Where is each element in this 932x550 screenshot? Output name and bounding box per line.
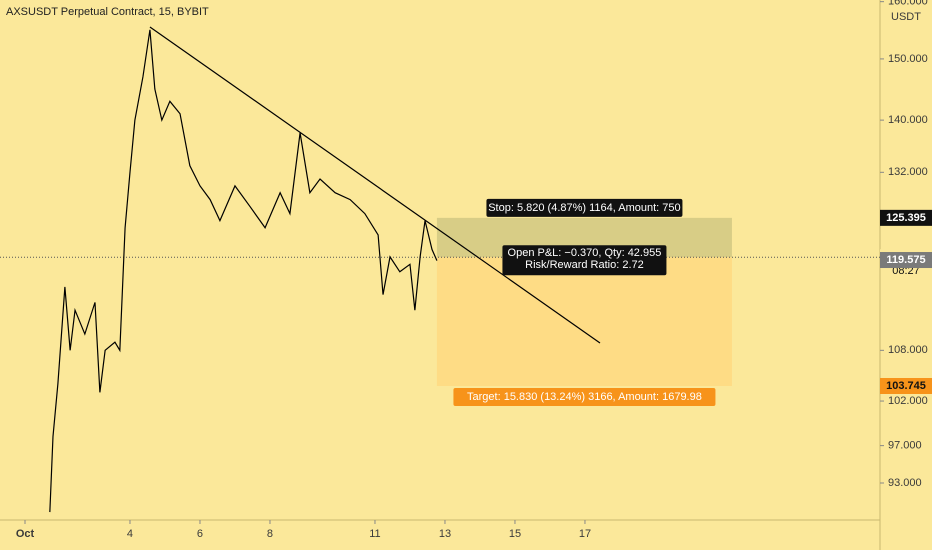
target-badge: 103.745: [886, 380, 926, 392]
stop-badge: 125.395: [886, 212, 926, 224]
target-zone: [436, 257, 732, 386]
y-tick-label: 102.000: [888, 395, 928, 407]
countdown: 08:27: [892, 265, 920, 277]
target-badge-box: [880, 377, 932, 394]
y-tick-label: 150.000: [888, 53, 928, 65]
chart-title: AXSUSDT Perpetual Contract, 15, BYBIT: [6, 6, 209, 18]
trendline: [149, 26, 601, 344]
last-price-badge-box: [880, 252, 932, 269]
x-tick-label: Oct: [16, 528, 35, 540]
x-tick-label: 15: [509, 528, 521, 540]
x-tick-label: 11: [369, 528, 380, 540]
stop-label-box: [486, 198, 683, 217]
y-tick-label: 108.000: [888, 344, 928, 356]
x-tick-label: 8: [267, 528, 273, 540]
axis-unit: USDT: [891, 11, 921, 23]
y-tick-label: 140.000: [888, 114, 928, 126]
y-tick-label: 160.000: [888, 0, 928, 8]
x-tick-label: 6: [197, 528, 203, 540]
x-tick-label: 17: [579, 528, 591, 540]
pnl-label: Open P&L: −0.370, Qty: 42.955: [508, 247, 662, 259]
stop-badge-box: [880, 209, 932, 226]
stop-label: Stop: 5.820 (4.87%) 1164, Amount: 750: [488, 202, 680, 214]
pnl-box: [502, 245, 667, 276]
rr-label: Risk/Reward Ratio: 2.72: [525, 259, 644, 271]
y-tick-label: 93.000: [888, 477, 922, 489]
target-label-box: [453, 387, 716, 406]
target-label: Target: 15.830 (13.24%) 3166, Amount: 16…: [467, 391, 702, 403]
x-tick-label: 4: [127, 528, 133, 540]
y-tick-label: 97.000: [888, 440, 922, 452]
price-line: [49, 29, 438, 513]
last-price-badge: 119.575: [886, 254, 925, 266]
x-tick-label: 13: [439, 528, 451, 540]
y-tick-label: 132.000: [888, 166, 928, 178]
